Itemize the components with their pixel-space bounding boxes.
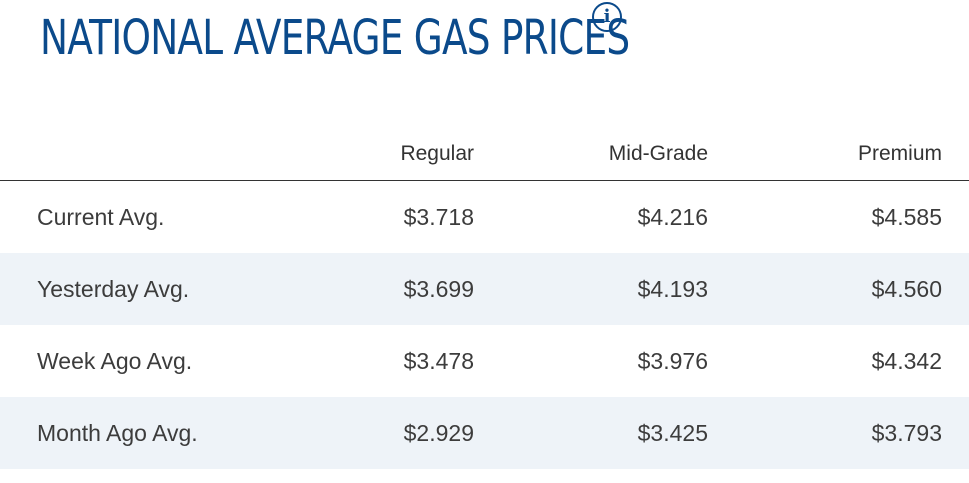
- mid-grade-price: $3.425: [474, 397, 708, 469]
- header-mid-grade: Mid-Grade: [474, 128, 708, 181]
- info-icon[interactable]: i: [592, 2, 622, 32]
- regular-price: $3.699: [300, 253, 474, 325]
- row-label: Month Ago Avg.: [0, 397, 300, 469]
- mid-grade-price: $3.976: [637, 347, 708, 374]
- row-pad: [942, 253, 969, 325]
- regular-price: $2.929: [300, 397, 474, 469]
- table-row: Current Avg. $3.718 $4.216 $4.585: [0, 181, 969, 254]
- table-row: Yesterday Avg. $3.699 $4.193 $4.560: [0, 253, 969, 325]
- premium-price: $4.342: [871, 347, 942, 374]
- premium-price: $4.560: [708, 253, 942, 325]
- header-pad: [942, 128, 969, 181]
- mid-grade-price: $4.216: [637, 203, 708, 230]
- row-label: Yesterday Avg.: [0, 253, 300, 325]
- table-row: Week Ago Avg. $3.478 $3.976 $4.342: [0, 325, 969, 397]
- row-label: Week Ago Avg.: [37, 347, 193, 374]
- page-title: NATIONAL AVERAGE GAS PRICES: [40, 10, 630, 66]
- row-pad: [942, 397, 969, 469]
- prices-table: Regular Mid-Grade Premium Current Avg. $…: [0, 128, 969, 469]
- regular-price: $3.478: [403, 347, 474, 374]
- row-pad: [942, 325, 969, 397]
- header-empty: [0, 128, 300, 181]
- table-row: Month Ago Avg. $2.929 $3.425 $3.793: [0, 397, 969, 469]
- premium-price: $3.793: [708, 397, 942, 469]
- header-regular: Regular: [300, 128, 474, 181]
- mid-grade-price: $4.193: [474, 253, 708, 325]
- row-pad: [942, 181, 969, 254]
- header-premium: Premium: [708, 128, 942, 181]
- regular-price: $3.718: [403, 203, 474, 230]
- row-label: Current Avg.: [37, 203, 165, 230]
- title-row: NATIONAL AVERAGE GAS PRICES: [40, 8, 796, 68]
- table-header-row: Regular Mid-Grade Premium: [0, 128, 969, 181]
- premium-price: $4.585: [871, 203, 942, 230]
